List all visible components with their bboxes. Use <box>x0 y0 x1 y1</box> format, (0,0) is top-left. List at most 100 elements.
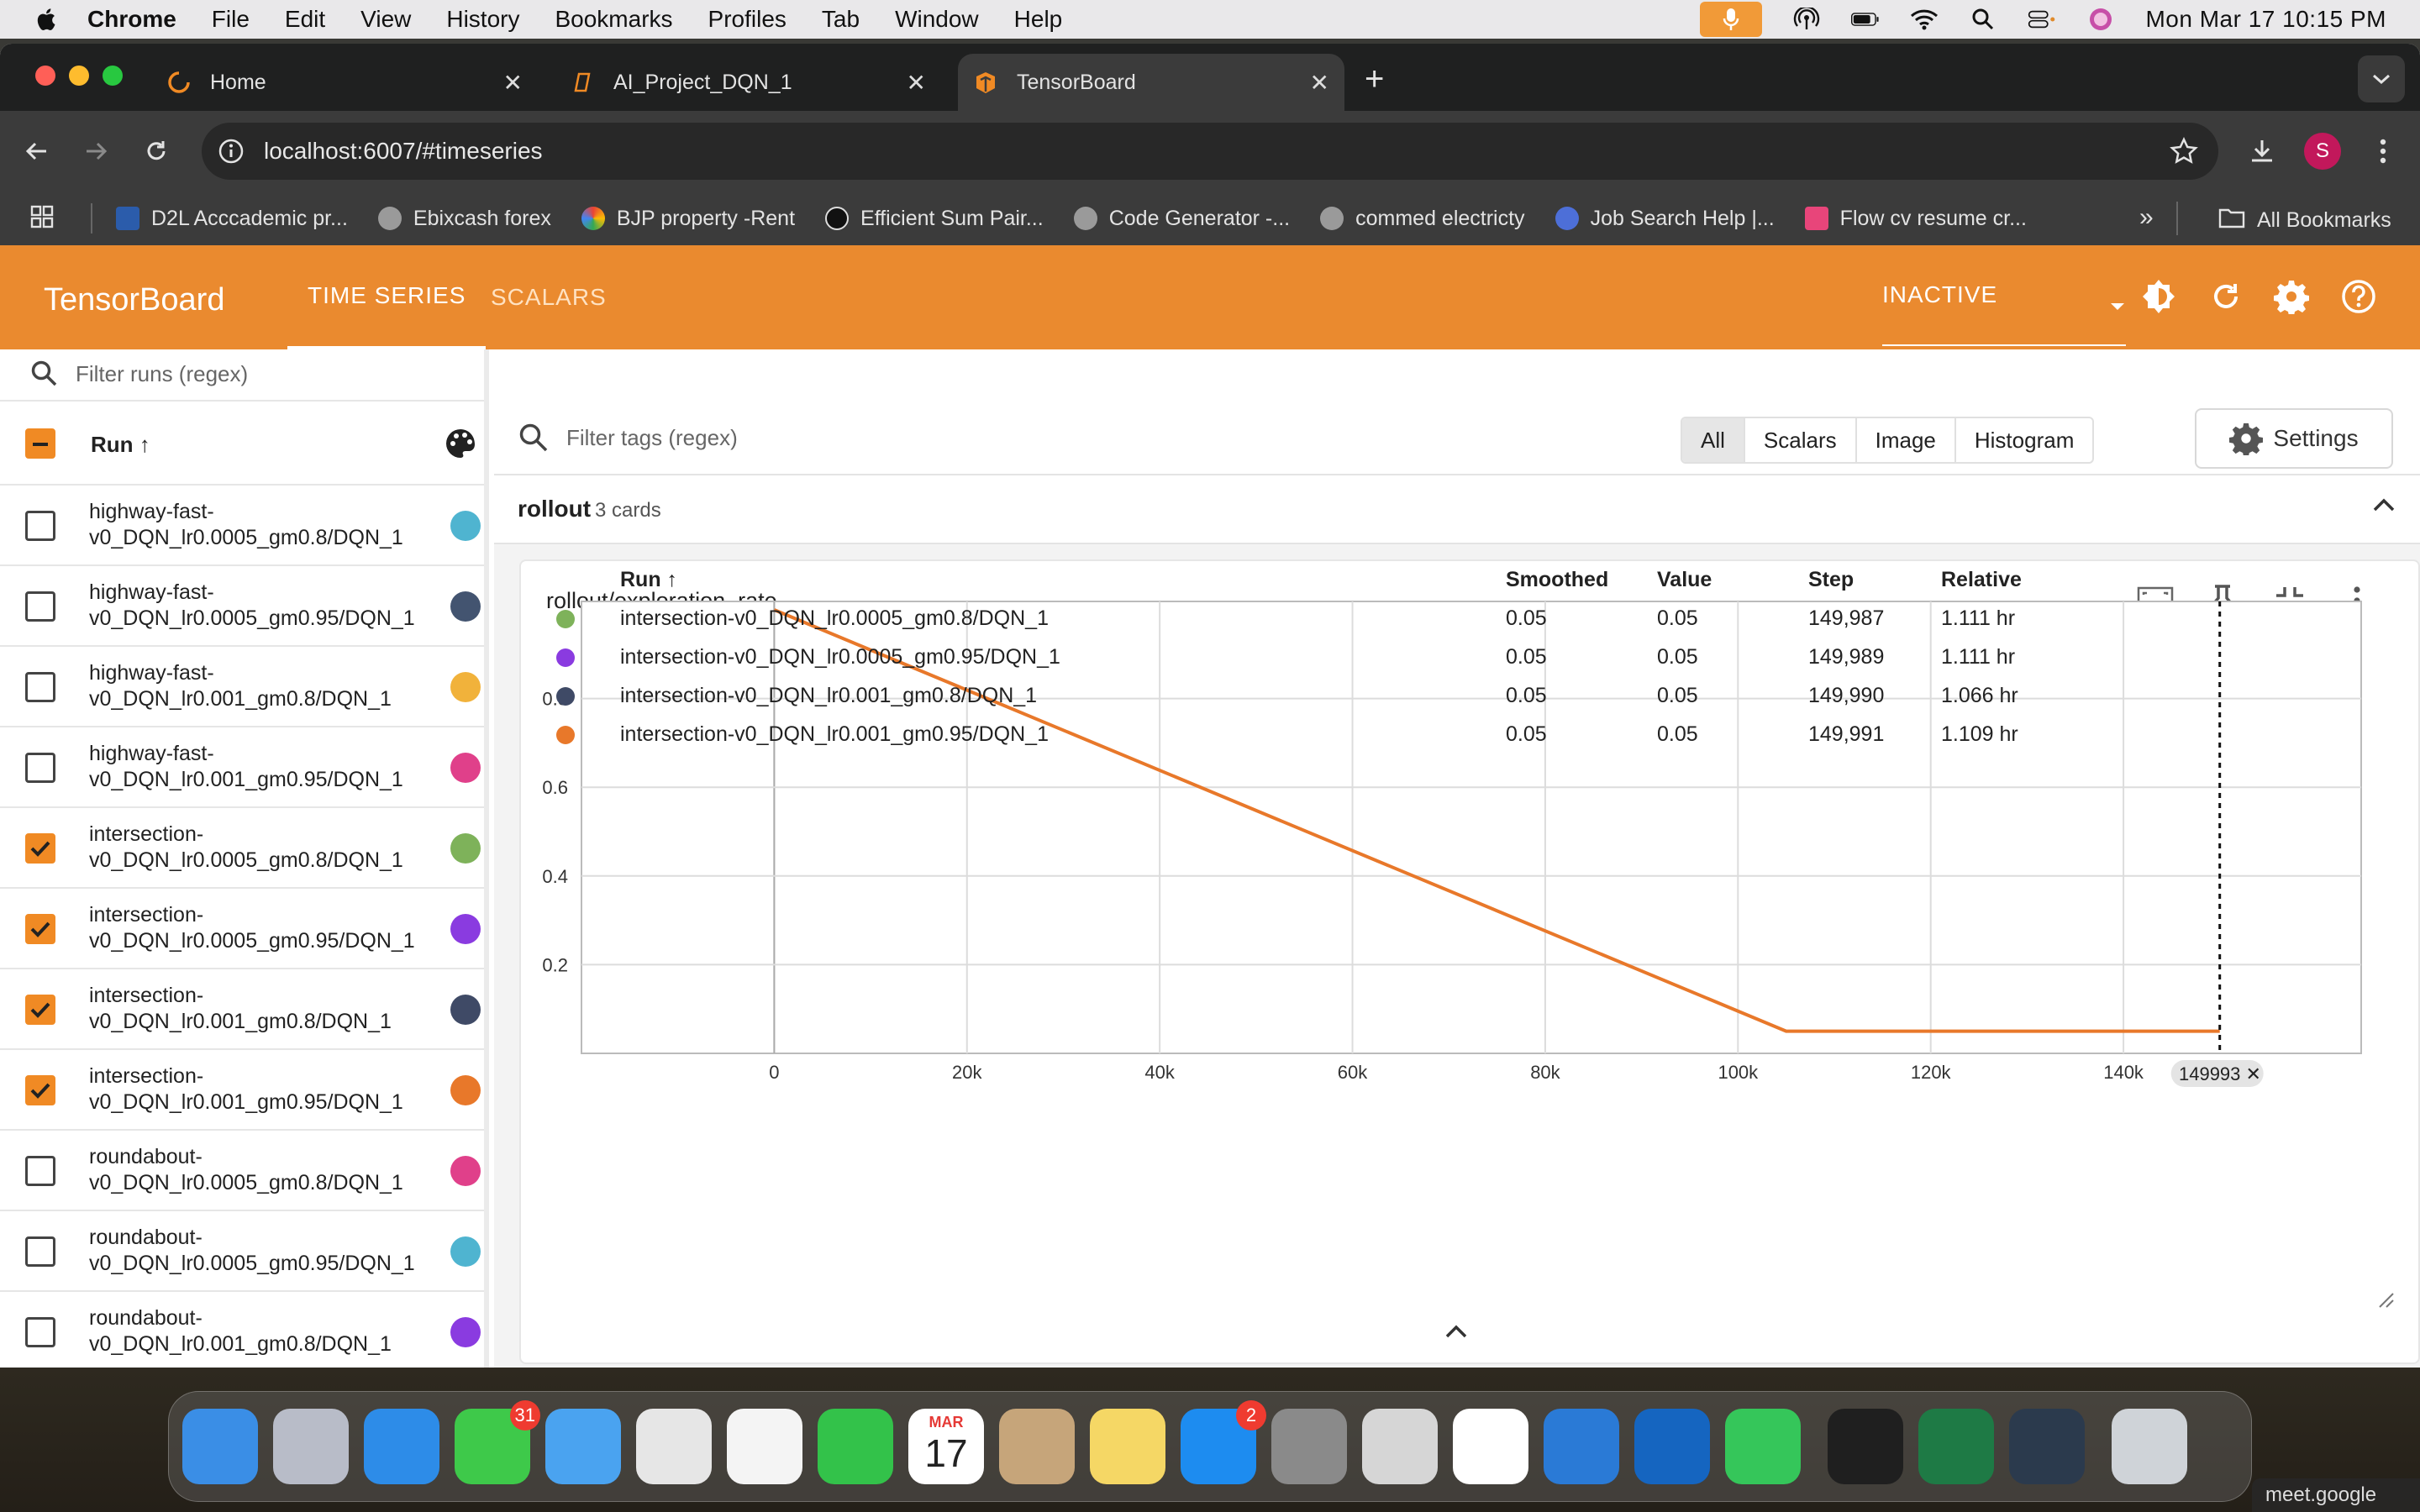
app-store-dock-icon[interactable]: 2 <box>1181 1400 1266 1484</box>
close-tab-icon[interactable]: ✕ <box>1309 69 1329 96</box>
tab-ai-project[interactable]: AI_Project_DQN_1 ✕ <box>555 54 941 111</box>
tab-home[interactable]: Home ✕ <box>151 54 538 111</box>
close-tab-icon[interactable]: ✕ <box>502 69 523 96</box>
tab-time-series[interactable]: TIME SERIES <box>287 245 487 349</box>
forward-icon[interactable] <box>77 133 114 170</box>
all-bookmarks-button[interactable]: All Bookmarks <box>2218 207 2391 234</box>
bookmark-item[interactable]: Code Generator -... <box>1073 207 1290 231</box>
back-icon[interactable] <box>18 133 55 170</box>
refresh-icon[interactable] <box>2207 277 2245 316</box>
run-color-swatch[interactable] <box>450 1156 481 1186</box>
messages-dock-icon[interactable]: 31 <box>455 1400 540 1484</box>
run-checkbox[interactable] <box>25 591 55 622</box>
menu-file[interactable]: File <box>211 6 250 32</box>
close-window-button[interactable] <box>35 66 55 86</box>
run-color-swatch[interactable] <box>450 591 481 622</box>
facetime-dock-icon[interactable] <box>818 1409 893 1484</box>
run-color-swatch[interactable] <box>450 1317 481 1347</box>
bookmark-star-icon[interactable] <box>2170 137 2198 170</box>
collapse-chevron-icon[interactable] <box>2373 497 2395 517</box>
iphone-mirroring-dock-icon[interactable] <box>1362 1409 1438 1484</box>
vs-code-dock-icon[interactable] <box>1544 1409 1619 1484</box>
url-text[interactable]: localhost:6007/#timeseries <box>264 138 543 164</box>
run-checkbox[interactable] <box>25 914 55 944</box>
menu-tab[interactable]: Tab <box>821 6 860 32</box>
calendar-dock-icon[interactable]: MAR 17 <box>908 1409 984 1484</box>
run-color-swatch[interactable] <box>450 672 481 702</box>
bookmark-item[interactable]: Efficient Sum Pair... <box>825 207 1044 231</box>
contacts-dock-icon[interactable] <box>999 1409 1075 1484</box>
menu-app-name[interactable]: Chrome <box>87 6 176 32</box>
run-color-swatch[interactable] <box>450 1075 481 1105</box>
run-row[interactable]: roundabout-v0_DQN_lr0.0005_gm0.95/DQN_1 <box>0 1211 484 1292</box>
airdrop-icon[interactable] <box>1792 7 1821 32</box>
notes-dock-icon[interactable] <box>1090 1409 1165 1484</box>
menu-window[interactable]: Window <box>895 6 979 32</box>
run-row[interactable]: intersection-v0_DQN_lr0.0005_gm0.8/DQN_1 <box>0 808 484 889</box>
menu-help[interactable]: Help <box>1013 6 1063 32</box>
run-checkbox[interactable] <box>25 672 55 702</box>
apple-icon[interactable] <box>34 7 57 32</box>
run-color-swatch[interactable] <box>450 833 481 864</box>
plugin-dropdown[interactable]: INACTIVE <box>1882 245 2126 346</box>
system-settings-dock-icon[interactable] <box>1271 1409 1347 1484</box>
select-all-checkbox[interactable] <box>25 428 55 459</box>
outlook-dock-icon[interactable] <box>1634 1409 1710 1484</box>
apps-grid-icon[interactable] <box>30 205 54 233</box>
minimize-window-button[interactable] <box>69 66 89 86</box>
tensorboard-logo[interactable]: TensorBoard <box>44 282 225 318</box>
whatsapp-dock-icon[interactable] <box>1725 1409 1801 1484</box>
close-tab-icon[interactable]: ✕ <box>906 69 926 96</box>
site-info-icon[interactable] <box>217 137 245 170</box>
battery-icon[interactable] <box>1851 7 1880 32</box>
run-checkbox[interactable] <box>25 1236 55 1267</box>
runs-filter[interactable]: Filter runs (regex) <box>0 349 484 402</box>
table-column-header[interactable]: Value <box>1657 568 1712 591</box>
run-row[interactable]: intersection-v0_DQN_lr0.001_gm0.8/DQN_1 <box>0 969 484 1050</box>
filter-image[interactable]: Image <box>1857 418 1956 462</box>
settings-gear-icon[interactable] <box>2272 277 2311 316</box>
wifi-icon[interactable] <box>1910 7 1939 32</box>
run-checkbox[interactable] <box>25 753 55 783</box>
table-column-header[interactable]: Run ↑ <box>620 568 678 591</box>
run-checkbox[interactable] <box>25 1075 55 1105</box>
collapse-card-icon[interactable] <box>2269 580 2311 622</box>
run-checkbox[interactable] <box>25 1317 55 1347</box>
tab-scalars[interactable]: SCALARS <box>491 245 607 349</box>
close-icon[interactable]: ✕ <box>2245 1063 2260 1084</box>
tag-filter-input[interactable]: Filter tags (regex) <box>566 425 738 450</box>
resize-handle-icon[interactable] <box>2378 1292 2395 1313</box>
launchpad-dock-icon[interactable] <box>273 1409 349 1484</box>
bookmark-item[interactable]: BJP property -Rent <box>581 207 795 231</box>
palette-icon[interactable] <box>444 427 477 465</box>
run-row[interactable]: roundabout-v0_DQN_lr0.0005_gm0.8/DQN_1 <box>0 1131 484 1211</box>
help-icon[interactable] <box>2339 277 2378 316</box>
menu-bookmarks[interactable]: Bookmarks <box>555 6 673 32</box>
bookmarks-overflow-icon[interactable]: » <box>2139 203 2154 231</box>
card-group-header[interactable]: rollout 3 cards <box>494 475 2420 544</box>
chrome-dock-icon[interactable] <box>1453 1409 1528 1484</box>
search-icon[interactable] <box>1969 7 1997 32</box>
quicktime-dock-icon[interactable] <box>2009 1409 2085 1484</box>
run-row[interactable]: roundabout-v0_DQN_lr0.001_gm0.8/DQN_1 <box>0 1292 484 1368</box>
microphone-icon[interactable] <box>1700 2 1763 37</box>
run-row[interactable]: highway-fast-v0_DQN_lr0.0005_gm0.95/DQN_… <box>0 566 484 647</box>
reload-icon[interactable] <box>138 133 175 170</box>
bookmark-item[interactable]: D2L Acccademic pr... <box>116 207 348 231</box>
run-color-swatch[interactable] <box>450 914 481 944</box>
run-color-swatch[interactable] <box>450 511 481 541</box>
run-color-swatch[interactable] <box>450 1236 481 1267</box>
tab-tensorboard[interactable]: TensorBoard ✕ <box>958 54 1344 111</box>
siri-icon[interactable] <box>2086 7 2115 32</box>
tab-search-button[interactable] <box>2358 55 2405 102</box>
bookmark-item[interactable]: Ebixcash forex <box>377 207 551 231</box>
menu-profiles[interactable]: Profiles <box>708 6 786 32</box>
run-row[interactable]: intersection-v0_DQN_lr0.001_gm0.95/DQN_1 <box>0 1050 484 1131</box>
table-column-header[interactable]: Step <box>1808 568 1854 591</box>
profile-avatar[interactable]: S <box>2304 133 2341 170</box>
table-column-header[interactable]: Relative <box>1941 568 2022 591</box>
run-checkbox[interactable] <box>25 1156 55 1186</box>
run-row[interactable]: highway-fast-v0_DQN_lr0.0005_gm0.8/DQN_1 <box>0 486 484 566</box>
menubar-clock[interactable]: Mon Mar 17 10:15 PM <box>2145 6 2386 32</box>
filter-scalars[interactable]: Scalars <box>1745 418 1857 462</box>
